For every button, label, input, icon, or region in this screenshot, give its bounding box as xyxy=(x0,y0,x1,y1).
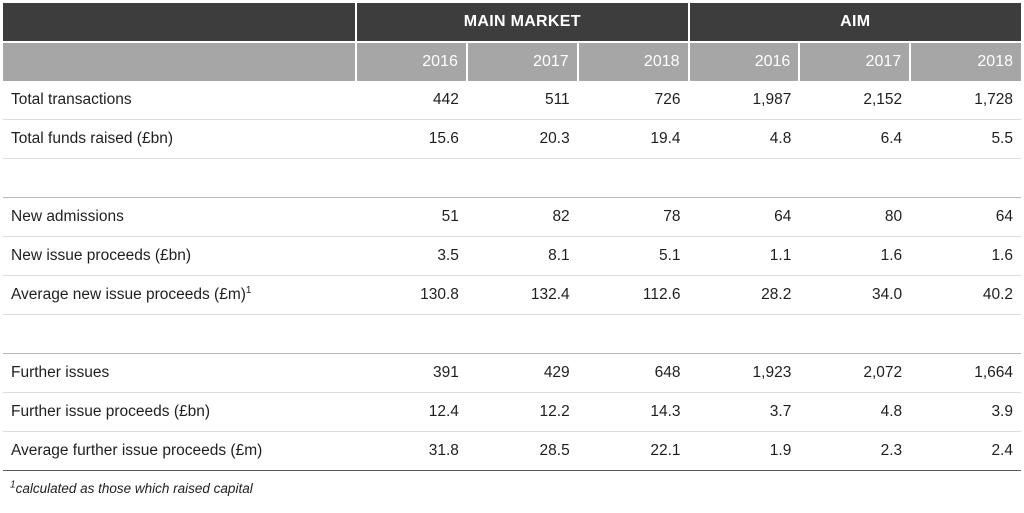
spacer-row xyxy=(3,314,1021,354)
cell-value: 1.6 xyxy=(799,236,911,276)
cell-value: 1,923 xyxy=(688,353,800,393)
cell-value: 64 xyxy=(688,197,800,237)
cell-value: 648 xyxy=(577,353,689,393)
row-label: Average new issue proceeds (£m)1 xyxy=(3,275,357,315)
cell-value: 3.7 xyxy=(688,392,800,432)
cell-value: 20.3 xyxy=(466,119,578,159)
cell-value: 64 xyxy=(910,197,1021,237)
year-header-mm-2018: 2018 xyxy=(576,41,689,81)
row-average-new-issue-proceeds: Average new issue proceeds (£m)1 130.8 1… xyxy=(3,275,1021,315)
cell-value: 12.4 xyxy=(356,392,467,432)
cell-value: 4.8 xyxy=(688,119,800,159)
row-further-issues: Further issues 391 429 648 1,923 2,072 1… xyxy=(3,353,1021,393)
year-header-corner xyxy=(3,41,357,81)
cell-value: 511 xyxy=(466,81,578,120)
year-header-mm-2016: 2016 xyxy=(355,41,467,81)
cell-value: 1.9 xyxy=(688,431,800,471)
cell-value: 8.1 xyxy=(466,236,578,276)
group-header-row: MAIN MARKET AIM xyxy=(3,3,1021,42)
cell-value: 112.6 xyxy=(577,275,689,315)
cell-value: 31.8 xyxy=(356,431,467,471)
spacer-cell xyxy=(3,314,1021,354)
cell-value: 6.4 xyxy=(799,119,911,159)
year-header-aim-2017: 2017 xyxy=(798,41,911,81)
cell-value: 2.4 xyxy=(910,431,1021,471)
year-header-row: 2016 2017 2018 2016 2017 2018 xyxy=(3,41,1021,81)
cell-value: 82 xyxy=(466,197,578,237)
year-header-aim-2018: 2018 xyxy=(909,41,1021,81)
cell-value: 1,664 xyxy=(910,353,1021,393)
cell-value: 22.1 xyxy=(577,431,689,471)
row-new-admissions: New admissions 51 82 78 64 80 64 xyxy=(3,197,1021,237)
cell-value: 14.3 xyxy=(577,392,689,432)
spacer-cell xyxy=(3,158,1021,198)
cell-value: 3.5 xyxy=(356,236,467,276)
footnote-marker: 1 xyxy=(10,479,16,491)
cell-value: 3.9 xyxy=(910,392,1021,432)
row-total-transactions: Total transactions 442 511 726 1,987 2,1… xyxy=(3,81,1021,120)
row-label: Further issues xyxy=(3,353,357,393)
cell-value: 2.3 xyxy=(799,431,911,471)
row-average-further-issue-proceeds: Average further issue proceeds (£m) 31.8… xyxy=(3,431,1021,471)
cell-value: 132.4 xyxy=(466,275,578,315)
group-header-main-market: MAIN MARKET xyxy=(355,3,689,42)
cell-value: 4.8 xyxy=(799,392,911,432)
row-new-issue-proceeds: New issue proceeds (£bn) 3.5 8.1 5.1 1.1… xyxy=(3,236,1021,276)
cell-value: 2,072 xyxy=(799,353,911,393)
group-header-aim: AIM xyxy=(687,3,1021,42)
cell-value: 130.8 xyxy=(356,275,467,315)
cell-value: 28.2 xyxy=(688,275,800,315)
statistics-table: MAIN MARKET AIM 2016 2017 2018 2016 2017… xyxy=(3,3,1021,471)
header-corner xyxy=(3,3,357,42)
row-label: New issue proceeds (£bn) xyxy=(3,236,357,276)
cell-value: 51 xyxy=(356,197,467,237)
cell-value: 2,152 xyxy=(799,81,911,120)
cell-value: 1,728 xyxy=(910,81,1021,120)
cell-value: 1.1 xyxy=(688,236,800,276)
cell-value: 442 xyxy=(356,81,467,120)
row-label: Further issue proceeds (£bn) xyxy=(3,392,357,432)
cell-value: 391 xyxy=(356,353,467,393)
row-further-issue-proceeds: Further issue proceeds (£bn) 12.4 12.2 1… xyxy=(3,392,1021,432)
cell-value: 12.2 xyxy=(466,392,578,432)
cell-value: 5.5 xyxy=(910,119,1021,159)
cell-value: 15.6 xyxy=(356,119,467,159)
row-label: Total transactions xyxy=(3,81,357,120)
cell-value: 5.1 xyxy=(577,236,689,276)
year-header-mm-2017: 2017 xyxy=(465,41,578,81)
cell-value: 80 xyxy=(799,197,911,237)
cell-value: 40.2 xyxy=(910,275,1021,315)
row-label-text: Average new issue proceeds (£m) xyxy=(11,286,246,303)
cell-value: 726 xyxy=(577,81,689,120)
cell-value: 78 xyxy=(577,197,689,237)
spacer-row xyxy=(3,158,1021,198)
row-label: Average further issue proceeds (£m) xyxy=(3,431,357,471)
cell-value: 34.0 xyxy=(799,275,911,315)
cell-value: 1.6 xyxy=(910,236,1021,276)
footnote: 1calculated as those which raised capita… xyxy=(10,479,253,496)
cell-value: 1,987 xyxy=(688,81,800,120)
cell-value: 429 xyxy=(466,353,578,393)
row-total-funds-raised: Total funds raised (£bn) 15.6 20.3 19.4 … xyxy=(3,119,1021,159)
footnote-marker: 1 xyxy=(245,284,252,296)
row-label: New admissions xyxy=(3,197,357,237)
cell-value: 19.4 xyxy=(577,119,689,159)
footnote-text: calculated as those which raised capital xyxy=(15,481,253,496)
row-label: Total funds raised (£bn) xyxy=(3,119,357,159)
cell-value: 28.5 xyxy=(466,431,578,471)
year-header-aim-2016: 2016 xyxy=(687,41,800,81)
